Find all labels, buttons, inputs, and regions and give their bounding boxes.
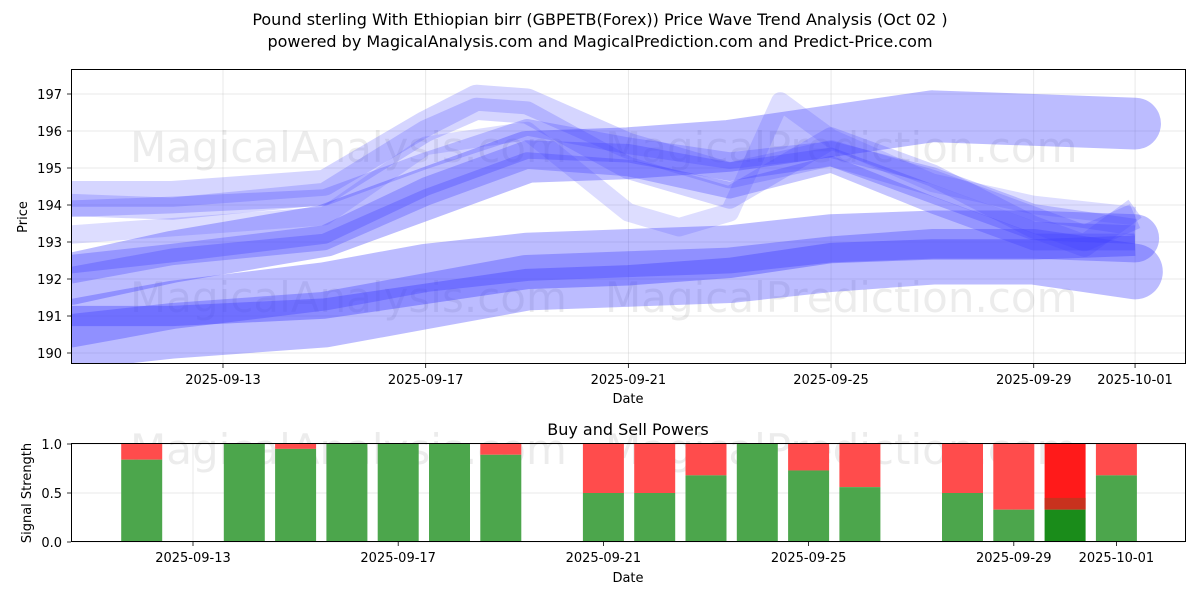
sell-bar — [121, 444, 163, 460]
buy-bar — [582, 493, 624, 542]
wave-band-9 — [72, 152, 1136, 284]
chart-subtitle: powered by MagicalAnalysis.com and Magic… — [267, 32, 933, 51]
wave-band-4 — [72, 235, 1136, 327]
buy-bar — [429, 444, 470, 542]
price-x-tick-label: 2025-09-17 — [388, 373, 464, 388]
sell-bar — [839, 444, 881, 488]
signal-y-axis: 0.0 0.5 1.0 — [41, 438, 71, 551]
watermark-mid-right: MagicalPrediction.com — [605, 273, 1078, 322]
signal-x-tick-label: 2025-09-17 — [360, 551, 436, 566]
signal-y-tick-label: 0.5 — [41, 487, 62, 502]
signal-y-tick-label: 1.0 — [41, 438, 62, 453]
sell-bar — [685, 444, 727, 476]
buy-bar — [993, 509, 1035, 542]
signal-bars — [121, 444, 1137, 542]
price-x-axis: 2025-09-13 2025-09-17 2025-09-21 2025-09-25… — [185, 364, 1173, 388]
price-x-tick-label: 2025-10-01 — [1097, 373, 1173, 388]
chart-title: Pound sterling With Ethiopian birr (GBPE… — [252, 10, 948, 29]
signal-chart-title: Buy and Sell Powers — [547, 420, 709, 439]
price-x-axis-label: Date — [612, 392, 643, 407]
price-y-tick-label: 192 — [37, 273, 62, 288]
price-y-tick-label: 193 — [37, 236, 62, 251]
buy-bar — [685, 475, 727, 542]
watermark-top-right: MagicalPrediction.com — [605, 123, 1078, 172]
signal-x-tick-label: 2025-09-25 — [771, 551, 847, 566]
signal-x-tick-label: 2025-10-01 — [1079, 551, 1155, 566]
price-waves — [72, 84, 1163, 363]
signal-x-tick-label: 2025-09-13 — [155, 551, 231, 566]
buy-bar — [736, 444, 778, 542]
sell-bar — [788, 444, 830, 471]
price-grid — [72, 70, 1185, 363]
sell-bar — [1095, 444, 1137, 476]
wave-band-1 — [72, 90, 1161, 305]
buy-bar — [275, 448, 317, 542]
wave-band-5 — [72, 84, 1141, 252]
price-y-tick-label: 195 — [37, 162, 62, 177]
signal-y-tick-label: 0.0 — [41, 536, 62, 551]
buy-bar — [839, 487, 881, 542]
price-y-tick-label: 190 — [37, 347, 62, 362]
buy-bar — [634, 493, 676, 542]
buy-bar — [480, 454, 522, 542]
buy-bar — [1095, 475, 1137, 542]
price-x-tick-label: 2025-09-25 — [793, 373, 869, 388]
wave-band-10 — [72, 118, 1137, 236]
signal-y-axis-label: Signal Strength — [20, 443, 35, 543]
sell-bar — [634, 444, 676, 493]
wave-band-6 — [72, 97, 1142, 257]
buy-bar — [1044, 509, 1086, 542]
signal-x-axis-label: Date — [612, 571, 643, 586]
buy-bar — [377, 444, 419, 542]
signal-x-tick-label: 2025-09-21 — [566, 551, 642, 566]
price-x-tick-label: 2025-09-29 — [996, 373, 1072, 388]
price-y-tick-label: 197 — [37, 88, 62, 103]
wave-band-7 — [72, 92, 1137, 244]
buy-bar — [223, 444, 265, 542]
sell-bar — [942, 444, 983, 493]
wave-band-3 — [72, 229, 1163, 363]
wave-band-8 — [72, 140, 1136, 274]
price-y-axis: 190 191 192 193 194 195 196 197 — [37, 88, 71, 362]
price-y-tick-label: 191 — [37, 310, 62, 325]
signal-plot-frame — [71, 443, 1186, 542]
price-x-tick-label: 2025-09-13 — [185, 373, 261, 388]
signal-x-tick-label: 2025-09-29 — [976, 551, 1052, 566]
price-y-tick-label: 194 — [37, 199, 62, 214]
watermark-top-left: MagicalAnalysis.com — [130, 123, 567, 172]
sell-bar — [480, 444, 522, 455]
buy-bar — [121, 459, 163, 542]
buy-bar — [788, 470, 830, 542]
price-y-tick-label: 196 — [37, 125, 62, 140]
wave-band-2 — [72, 210, 1160, 348]
watermark-mid-left: MagicalAnalysis.com — [130, 273, 567, 322]
signal-x-axis: 2025-09-13 2025-09-17 2025-09-21 2025-09-25… — [155, 542, 1154, 566]
price-y-axis-label: Price — [16, 201, 31, 233]
price-plot-frame — [71, 69, 1186, 364]
sell-bar — [582, 444, 624, 493]
buy-bar — [942, 493, 983, 542]
overlap-band — [1044, 497, 1086, 510]
sell-bar — [275, 444, 317, 449]
price-x-tick-label: 2025-09-21 — [591, 373, 667, 388]
buy-bar — [326, 444, 368, 542]
sell-bar — [993, 444, 1035, 510]
